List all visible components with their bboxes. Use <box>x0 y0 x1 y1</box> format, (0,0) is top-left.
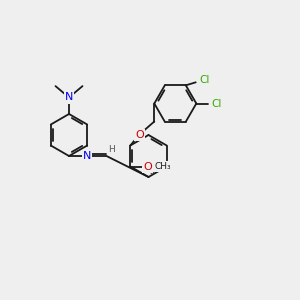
Text: H: H <box>108 146 115 154</box>
Text: N: N <box>65 92 73 103</box>
Text: Cl: Cl <box>212 98 222 109</box>
Text: O: O <box>135 130 144 140</box>
Text: CH₃: CH₃ <box>154 162 171 171</box>
Text: N: N <box>83 151 91 161</box>
Text: O: O <box>143 161 152 172</box>
Text: Cl: Cl <box>200 75 210 85</box>
